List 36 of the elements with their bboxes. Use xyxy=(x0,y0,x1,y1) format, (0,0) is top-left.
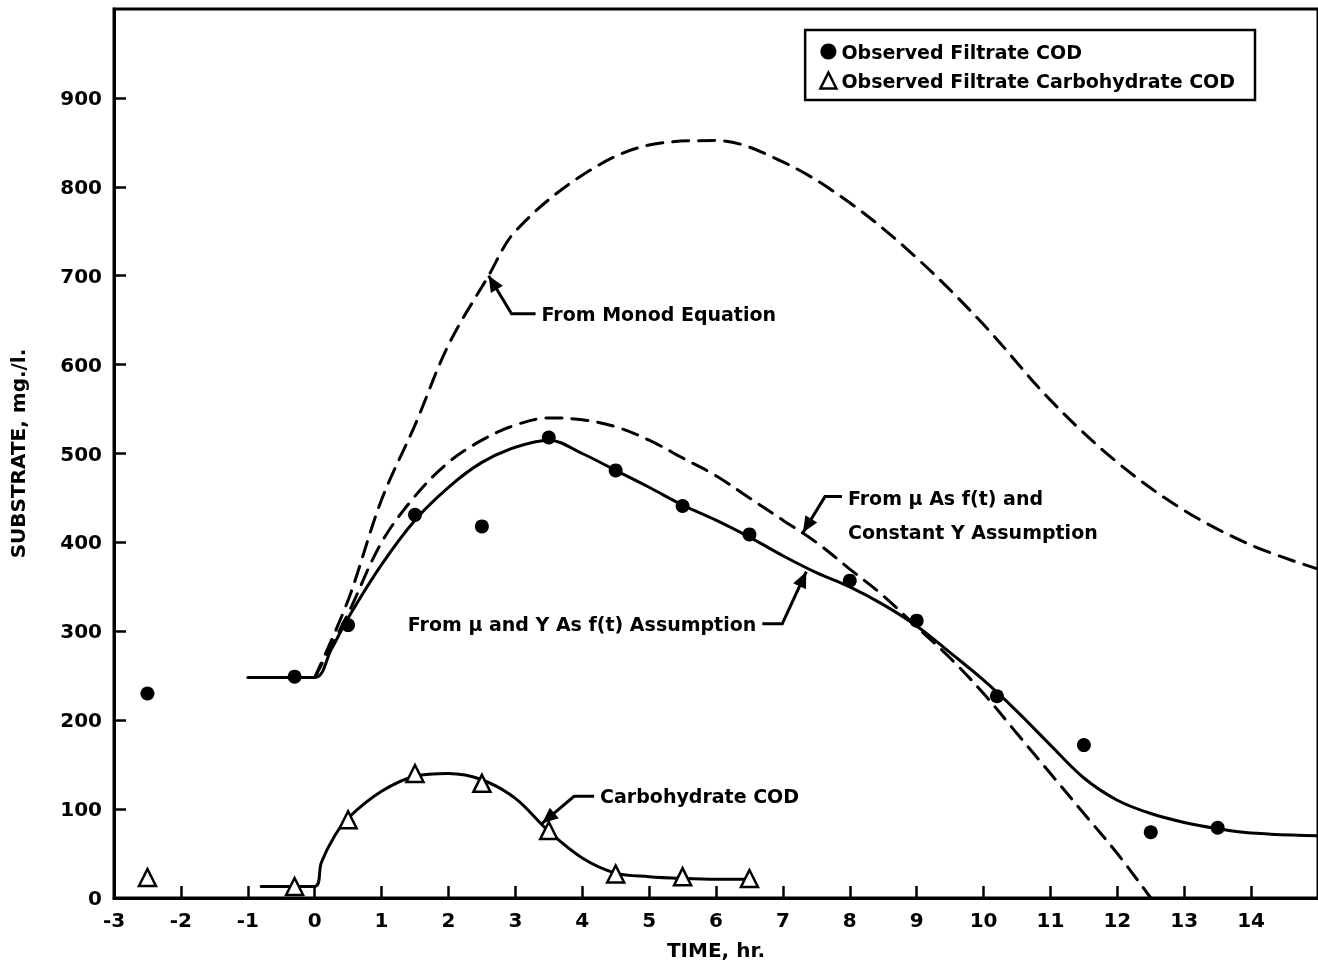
x-tick-label: 11 xyxy=(1036,908,1065,932)
y-tick-label: 400 xyxy=(60,530,102,555)
x-tick-label: -3 xyxy=(102,908,126,932)
x-tick-label: 10 xyxy=(969,908,998,932)
x-tick-label: 3 xyxy=(508,908,523,932)
x-tick-label: 13 xyxy=(1170,908,1199,932)
y-tick-label: 900 xyxy=(60,85,102,110)
y-tick-label: 700 xyxy=(60,263,102,288)
annotation: Carbohydrate COD xyxy=(600,785,800,808)
y-tick-label: 500 xyxy=(60,441,102,466)
x-tick-label: 12 xyxy=(1103,908,1132,932)
annotation: From Monod Equation xyxy=(541,302,777,325)
y-tick-label: 0 xyxy=(88,886,102,910)
y-tick-label: 200 xyxy=(60,708,102,733)
x-tick-label: 6 xyxy=(709,908,723,932)
x-tick-label: 8 xyxy=(842,908,857,932)
x-tick-label: 1 xyxy=(374,908,389,932)
x-tick-label: 0 xyxy=(307,908,322,932)
x-tick-label: 14 xyxy=(1237,908,1266,932)
annotation: From μ As f(t) and Constant Y Assumption xyxy=(847,486,1098,543)
x-tick-label: -2 xyxy=(169,908,192,932)
x-tick-label: 2 xyxy=(441,908,456,932)
y-tick-label: 100 xyxy=(60,797,102,822)
x-tick-label: -1 xyxy=(236,908,259,932)
y-tick-label: 800 xyxy=(60,174,102,199)
x-tick-label: 5 xyxy=(642,908,657,932)
x-tick-label: 4 xyxy=(575,908,590,932)
y-axis-title: SUBSTRATE, mg./l. xyxy=(6,348,30,559)
x-tick-label: 9 xyxy=(909,908,924,932)
annotation: From μ and Y As f(t) Assumption xyxy=(407,612,757,635)
x-tick-label: 7 xyxy=(775,908,790,932)
y-tick-label: 600 xyxy=(60,352,102,377)
legend-label: Observed Filtrate Carbohydrate COD xyxy=(841,69,1236,92)
x-axis-title: TIME, hr. xyxy=(666,938,766,962)
legend-label: Observed Filtrate COD xyxy=(841,40,1082,63)
y-tick-label: 300 xyxy=(60,619,102,644)
